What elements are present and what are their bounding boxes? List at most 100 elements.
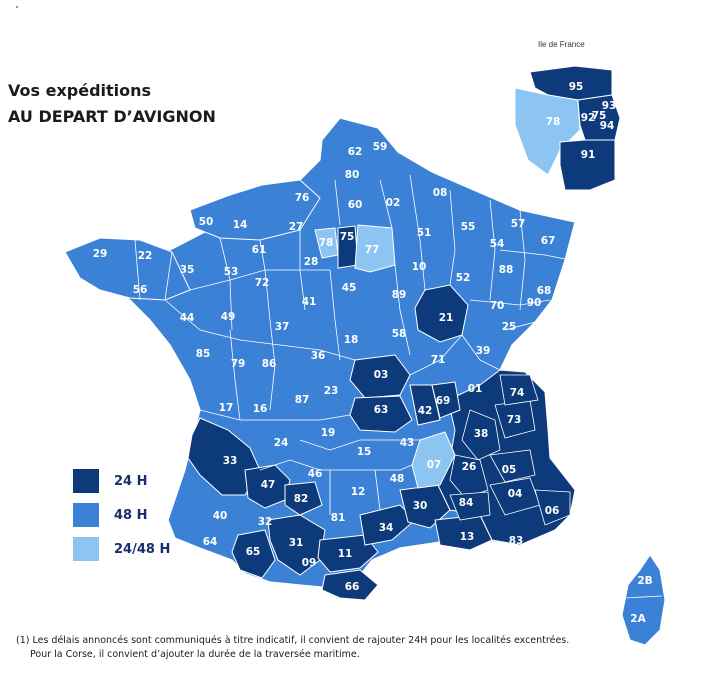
label-24: 24: [274, 437, 289, 449]
label-28: 28: [304, 256, 319, 268]
dept-78-shape: [314, 227, 339, 259]
label-02: 02: [386, 197, 401, 209]
dept-labels: 62 59 80 02 08 76 60 27 14 50 29 22 35 5…: [93, 81, 653, 625]
label-50: 50: [199, 216, 214, 228]
region-normandy: [189, 179, 321, 241]
dept-34-shape: [359, 504, 416, 546]
label-15: 15: [357, 446, 372, 458]
label-46: 46: [308, 468, 323, 480]
label-87: 87: [295, 394, 310, 406]
label-26: 26: [462, 461, 477, 473]
label-06: 06: [545, 505, 560, 517]
label-18: 18: [344, 334, 359, 346]
label-64: 64: [203, 536, 218, 548]
label-22: 22: [138, 250, 153, 262]
dept-03-shape: [349, 354, 411, 399]
label-72: 72: [255, 277, 270, 289]
label-07: 07: [427, 459, 442, 471]
legend-label-2448h: 24/48 H: [114, 541, 171, 557]
label-40: 40: [213, 510, 228, 522]
dept-74-line: [499, 374, 539, 406]
label-09: 09: [302, 557, 317, 569]
label-31: 31: [289, 537, 304, 549]
footnote: (1) Les délais annoncés sont communiqués…: [16, 634, 569, 662]
inset-label-93: 93: [602, 100, 617, 112]
label-65: 65: [246, 546, 261, 558]
label-81: 81: [331, 512, 346, 524]
label-58: 58: [392, 328, 407, 340]
label-76: 76: [295, 192, 310, 204]
label-05: 05: [502, 464, 517, 476]
label-78: 78: [319, 237, 334, 249]
label-21: 21: [439, 312, 454, 324]
label-79: 79: [231, 358, 246, 370]
dept-21-shape: [414, 284, 469, 343]
label-59: 59: [373, 141, 388, 153]
dept-66-shape: [321, 569, 379, 601]
label-49: 49: [221, 311, 236, 323]
title-line-2: AU DEPART D’AVIGNON: [8, 107, 216, 126]
corsica-split: [624, 595, 663, 599]
label-85: 85: [196, 348, 211, 360]
label-12: 12: [351, 486, 366, 498]
label-90: 90: [527, 297, 542, 309]
label-33: 33: [223, 455, 238, 467]
dept-65-shape: [231, 529, 276, 579]
label-2B: 2B: [637, 575, 652, 587]
dept-borders: [134, 174, 571, 515]
idf-inset: [514, 65, 621, 191]
label-35: 35: [180, 264, 195, 276]
label-36: 36: [311, 350, 326, 362]
label-73: 73: [507, 414, 522, 426]
label-56: 56: [133, 284, 148, 296]
inset-label-94: 94: [600, 120, 615, 132]
label-66: 66: [345, 581, 360, 593]
dept-42-shape: [409, 384, 441, 426]
label-2A: 2A: [630, 613, 646, 625]
label-57: 57: [511, 218, 526, 230]
dept-06-line: [534, 489, 571, 526]
corsica-shape: [621, 554, 666, 646]
label-48: 48: [390, 473, 405, 485]
dept-84-line: [449, 491, 491, 521]
label-43: 43: [400, 437, 415, 449]
label-69: 69: [436, 395, 451, 407]
label-86: 86: [262, 358, 277, 370]
label-38: 38: [474, 428, 489, 440]
dept-77-shape: [354, 224, 396, 273]
label-08: 08: [433, 187, 448, 199]
label-19: 19: [321, 427, 336, 439]
inset-label-75: 75: [592, 110, 607, 122]
footnote-line-2: Pour la Corse, il convient d’ajouter la …: [30, 649, 360, 660]
legend-label-24h: 24 H: [114, 473, 148, 489]
label-75: 75: [340, 231, 355, 243]
map-title: Vos expéditions AU DEPART D’AVIGNON: [8, 78, 216, 130]
label-32: 32: [258, 516, 273, 528]
label-29: 29: [93, 248, 108, 260]
label-34: 34: [379, 522, 394, 534]
label-68: 68: [537, 285, 552, 297]
label-70: 70: [490, 300, 505, 312]
legend-row-48h: 48 H: [72, 502, 170, 528]
label-23: 23: [324, 385, 339, 397]
label-77: 77: [365, 244, 380, 256]
label-11: 11: [338, 548, 353, 560]
label-47: 47: [261, 479, 276, 491]
legend-row-24h: 24 H: [72, 468, 170, 494]
title-line-1: Vos expéditions: [8, 81, 152, 100]
label-82: 82: [294, 493, 309, 505]
legend-swatch-48h: [72, 502, 100, 528]
label-89: 89: [392, 289, 407, 301]
label-60: 60: [348, 199, 363, 211]
label-14: 14: [233, 219, 248, 231]
stray-dot: [16, 6, 18, 8]
label-37: 37: [275, 321, 290, 333]
label-83: 83: [509, 535, 524, 547]
inset-label-91: 91: [581, 149, 596, 161]
label-88: 88: [499, 264, 514, 276]
label-30: 30: [413, 500, 428, 512]
label-27: 27: [289, 221, 304, 233]
label-61: 61: [252, 244, 267, 256]
label-71: 71: [431, 354, 446, 366]
